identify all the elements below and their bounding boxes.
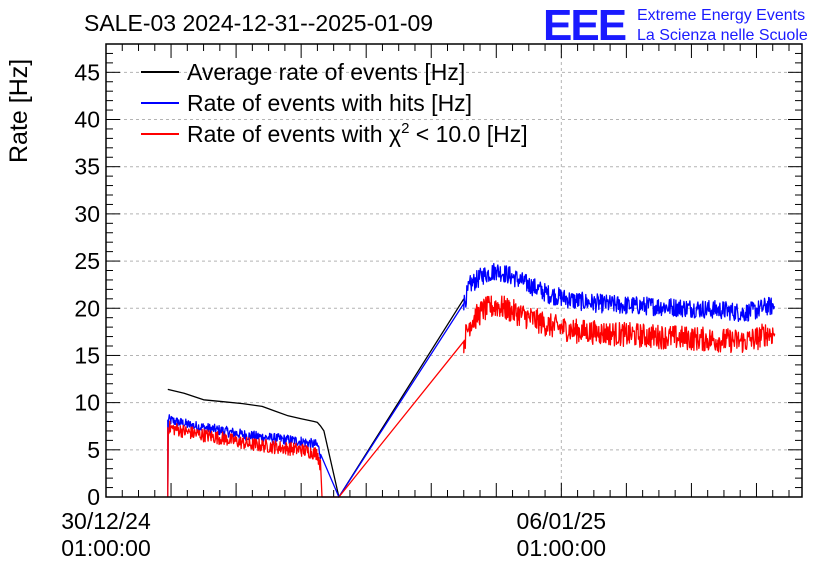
axes: 05101520253035404530/12/2401:00:0006/01/… (61, 43, 803, 561)
x-tick-label-time: 01:00:00 (61, 535, 151, 561)
grid-lines (106, 44, 802, 497)
eee-logo-line2: La Scienza nelle Scuole (637, 27, 808, 44)
x-tick-label-date: 30/12/24 (61, 508, 151, 534)
y-tick-label: 0 (87, 484, 100, 510)
series-line-3 (167, 295, 776, 498)
y-tick-label: 30 (74, 201, 100, 227)
y-tick-label: 25 (74, 248, 100, 274)
legend: Average rate of events [Hz] Rate of event… (141, 59, 528, 147)
series-line-1 (167, 298, 465, 498)
y-tick-label: 45 (74, 59, 100, 85)
chart-title: SALE-03 2024-12-31--2025-01-09 (84, 10, 433, 36)
eee-logo: EEE Extreme Energy Events La Scienza nel… (543, 1, 808, 50)
y-tick-label: 5 (87, 437, 100, 463)
y-tick-label: 15 (74, 342, 100, 368)
series-line-2 (167, 262, 776, 498)
legend-label-2: Rate of events with hits [Hz] (187, 90, 472, 116)
y-axis-title: Rate [Hz] (5, 59, 33, 163)
eee-logo-letters: EEE (543, 1, 626, 50)
y-tick-label: 20 (74, 295, 100, 321)
x-tick-label-time: 01:00:00 (517, 535, 607, 561)
eee-logo-line1: Extreme Energy Events (637, 7, 805, 24)
legend-label-1: Average rate of events [Hz] (187, 59, 465, 85)
x-tick-label-date: 06/01/25 (517, 508, 607, 534)
y-tick-label: 10 (74, 390, 100, 416)
series-layer (167, 262, 776, 498)
y-tick-label: 35 (74, 154, 100, 180)
y-tick-label: 40 (74, 107, 100, 133)
legend-label-3: Rate of events with χ2 < 10.0 [Hz] (187, 120, 528, 147)
